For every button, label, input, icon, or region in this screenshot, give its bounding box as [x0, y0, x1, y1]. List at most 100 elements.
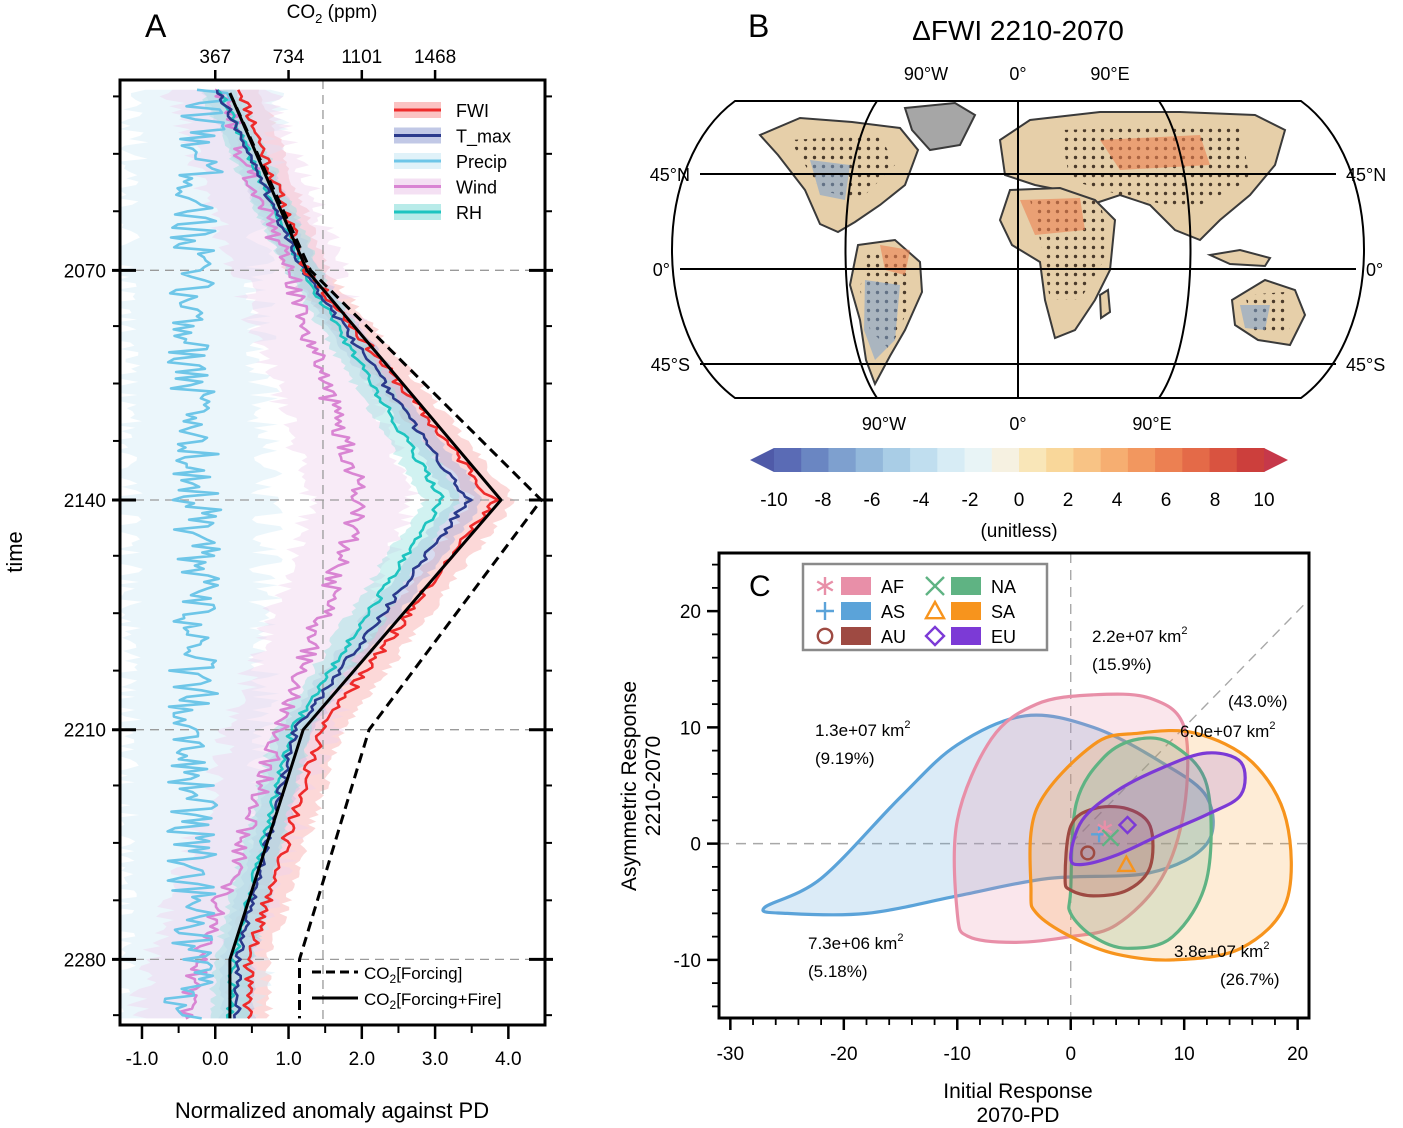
- legend-marker-eu: [924, 625, 946, 647]
- legend-swatch-sa: [951, 602, 981, 620]
- panel-a-gridlines: [120, 80, 545, 1025]
- panel-c-y-axis-label-line2: 2210-2070: [642, 736, 665, 836]
- y-tick-label-2140: 2140: [64, 491, 106, 512]
- region-center-eu: [1117, 815, 1138, 835]
- colorbar-tick-label-9: 8: [1210, 490, 1221, 511]
- series-line-t-max: [215, 89, 473, 1019]
- panel-c-quadrant-labels: 1.3e+07 km2 (9.19%) 2.2e+07 km2 (15.9%) …: [808, 625, 1288, 989]
- colorbar-tick-label-4: -2: [962, 490, 979, 511]
- panel-b-title: ΔFWI 2210-2070: [912, 15, 1124, 46]
- top-tick-label-367: 367: [199, 47, 231, 68]
- series-line-co2-forcing: [228, 92, 543, 1019]
- panel-a-x-ticks: -1.0 0.0 1.0 2.0 3.0 4.0: [126, 1025, 522, 1070]
- panel-c-region-centers: [1080, 815, 1138, 873]
- legend-marker-au: [816, 627, 834, 645]
- legend-marker-af: [816, 577, 834, 595]
- lon-label-top-90e: 90°E: [1090, 64, 1129, 84]
- lon-label-bottom-90e: 90°E: [1132, 414, 1171, 434]
- legend-swatch-eu: [951, 627, 981, 645]
- region-center-sa: [1116, 854, 1137, 873]
- legend-co2-forcing-label: CO2[Forcing]: [364, 964, 462, 986]
- c-y-tick-label-0: -10: [674, 951, 701, 972]
- c-x-tick-label-5: 20: [1287, 1044, 1308, 1065]
- colorbar-tick-label-10: 10: [1253, 490, 1274, 511]
- legend-label-rh: RH: [456, 203, 482, 223]
- panel-a-series-lines: [163, 88, 543, 1020]
- series-line-precip: [163, 88, 234, 1020]
- quadrant-label-area-as: 1.3e+07 km2: [815, 719, 910, 740]
- panel-c-region-contours: [761, 692, 1293, 962]
- c-y-tick-label-3: 20: [680, 602, 701, 623]
- panel-a-label: A: [145, 8, 167, 44]
- quadrant-label-pct-bottom-left: (5.18%): [808, 962, 868, 981]
- panel-a-legend-co2: CO2[Forcing] CO2[Forcing+Fire]: [312, 964, 502, 1012]
- x-tick-label--1: -1.0: [126, 1049, 159, 1070]
- legend-marker-as: [816, 602, 834, 620]
- map-land: [758, 101, 1307, 387]
- panel-c-y-axis-label: Asymmetric Response 2210-2070: [618, 681, 665, 891]
- panel-a-top-axis-label: CO2 (ppm): [287, 2, 378, 26]
- c-y-tick-label-2: 10: [680, 718, 701, 739]
- x-tick-label-4: 4.0: [495, 1049, 521, 1070]
- panel-c-y-axis-label-line1: Asymmetric Response: [618, 681, 641, 891]
- x-tick-label-2: 2.0: [349, 1049, 375, 1070]
- c-x-tick-label-3: 0: [1065, 1044, 1076, 1065]
- lat-label-right-45s: 45°S: [1346, 355, 1385, 375]
- panel-c: -30 -20 -10 0 10 20 -10 0 10 20 C Initial Respon…: [618, 551, 1311, 1127]
- panel-c-legend-items: AF AS AU NA SA EU: [816, 576, 1016, 647]
- panel-b-label: B: [748, 8, 769, 44]
- legend-swatch-as: [841, 602, 871, 620]
- map-graticule-labels: 90°W 0° 90°E 90°W 0° 90°E 45°N 0° 45°S 4…: [650, 64, 1386, 434]
- panel-a-y-ticks: 2070 2140 2210 2280: [64, 95, 553, 1017]
- legend-swatch-na: [951, 577, 981, 595]
- colorbar-tick-label-3: -4: [913, 490, 930, 511]
- quadrant-label-area-bottom-left: 7.3e+06 km2: [808, 932, 903, 953]
- quadrant-label-area-af: 2.2e+07 km2: [1092, 625, 1187, 646]
- y-tick-label-2210: 2210: [64, 721, 106, 742]
- panel-a-top-ticks: 367 734 1101 1468: [199, 47, 456, 80]
- panel-c-x-axis-label-line2: 2070-PD: [977, 1104, 1060, 1127]
- region-center-au: [1080, 845, 1096, 861]
- legend-label-as: AS: [881, 602, 905, 622]
- lon-label-bottom-0: 0°: [1009, 414, 1026, 434]
- legend-label-sa: SA: [991, 602, 1015, 622]
- legend-swatch-af: [841, 577, 871, 595]
- panel-a-plot-area: [120, 80, 545, 1025]
- colorbar-cell: [801, 448, 830, 472]
- legend-label-fwi: FWI: [456, 101, 489, 121]
- panel-c-x-axis-label-line1: Initial Response: [943, 1080, 1092, 1103]
- legend-label-wind: Wind: [456, 178, 497, 198]
- colorbar-cell: [1073, 448, 1102, 472]
- region-center-af: [1097, 820, 1113, 837]
- land-greenland: [903, 101, 977, 152]
- colorbar-cell: [1019, 448, 1047, 472]
- colorbar-tick-label-6: 2: [1063, 490, 1074, 511]
- legend-swatch-au: [841, 627, 871, 645]
- lat-label-right-0: 0°: [1366, 260, 1383, 280]
- legend-label-au: AU: [881, 627, 906, 647]
- quadrant-label-pct-af: (15.9%): [1092, 655, 1152, 674]
- region-contour-as: [761, 713, 1215, 917]
- colorbar-cell: [774, 448, 802, 472]
- y-tick-label-2070: 2070: [64, 261, 106, 282]
- lat-label-right-45n: 45°N: [1346, 165, 1386, 185]
- panel-a: A CO2 (ppm) 367 734 1101 1468 2070 2140 2210 2…: [2, 2, 553, 1123]
- colorbar-cell: [964, 448, 993, 472]
- colorbar-cell: [937, 448, 966, 472]
- colorbar-ticks: -10 -8 -6 -4 -2 0 2 4 6 8 10: [760, 490, 1274, 511]
- lat-label-left-45s: 45°S: [651, 355, 690, 375]
- colorbar-label: (unitless): [980, 521, 1057, 542]
- panel-a-legend-items: FWI T_max Precip Wind RH: [394, 101, 511, 223]
- colorbar-cell: [1155, 448, 1183, 472]
- legend-label-na: NA: [991, 577, 1016, 597]
- x-tick-label-3: 3.0: [422, 1049, 448, 1070]
- colorbar-high-triangle: [1264, 448, 1288, 472]
- band-rh: [202, 89, 461, 1019]
- legend-label-eu: EU: [991, 627, 1016, 647]
- colorbar-low-triangle: [750, 448, 774, 472]
- series-line-co2-forcing-fire: [228, 92, 503, 1019]
- map-negative-regions: [810, 160, 1270, 360]
- world-map: [671, 100, 1365, 399]
- legend-label-precip: Precip: [456, 152, 507, 172]
